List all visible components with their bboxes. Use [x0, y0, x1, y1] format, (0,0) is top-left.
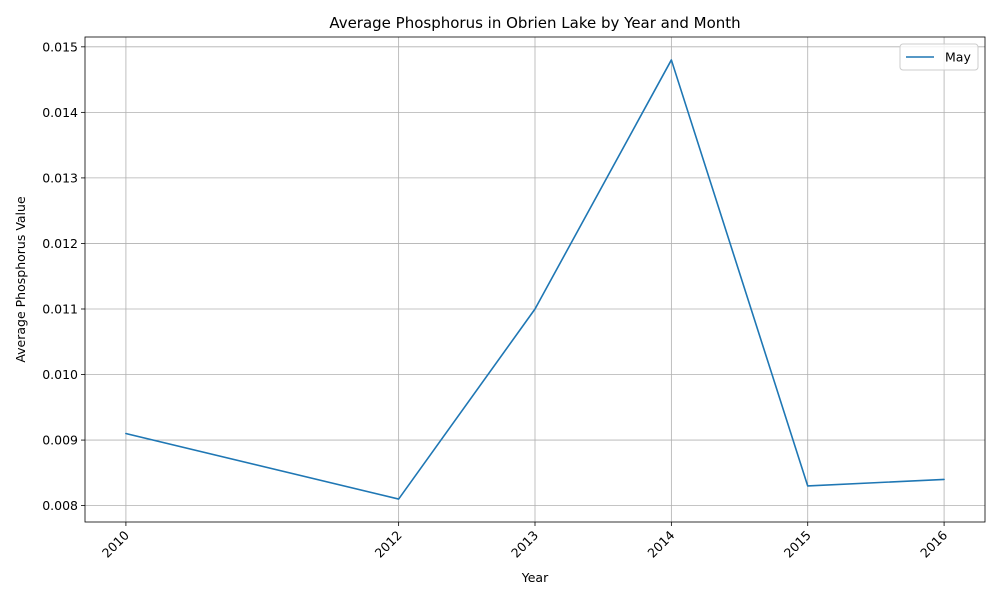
series-layer	[125, 59, 945, 500]
legend-box	[899, 43, 979, 71]
y-tick-label: 0.014	[42, 105, 78, 120]
y-tick-label: 0.008	[42, 498, 78, 513]
y-tick-label: 0.012	[42, 236, 78, 251]
y-tick-label: 0.013	[42, 170, 78, 185]
chart-title: Average Phosphorus in Obrien Lake by Yea…	[329, 14, 740, 32]
y-axis-title: Average Phosphorus Value	[13, 196, 28, 363]
y-tick-label: 0.009	[42, 433, 78, 448]
series-line-may	[125, 59, 945, 500]
y-tick-label: 0.015	[42, 39, 78, 54]
x-axis-title: Year	[521, 570, 549, 585]
y-axis-ticks: 0.008 0.009 0.010 0.011 0.012 0.013 0.014 0.015	[42, 39, 85, 513]
y-tick-label: 0.011	[42, 301, 78, 316]
legend: May	[899, 43, 979, 71]
legend-label-may: May	[945, 50, 971, 65]
grid-lines	[85, 37, 985, 522]
y-tick-label: 0.010	[42, 367, 78, 382]
